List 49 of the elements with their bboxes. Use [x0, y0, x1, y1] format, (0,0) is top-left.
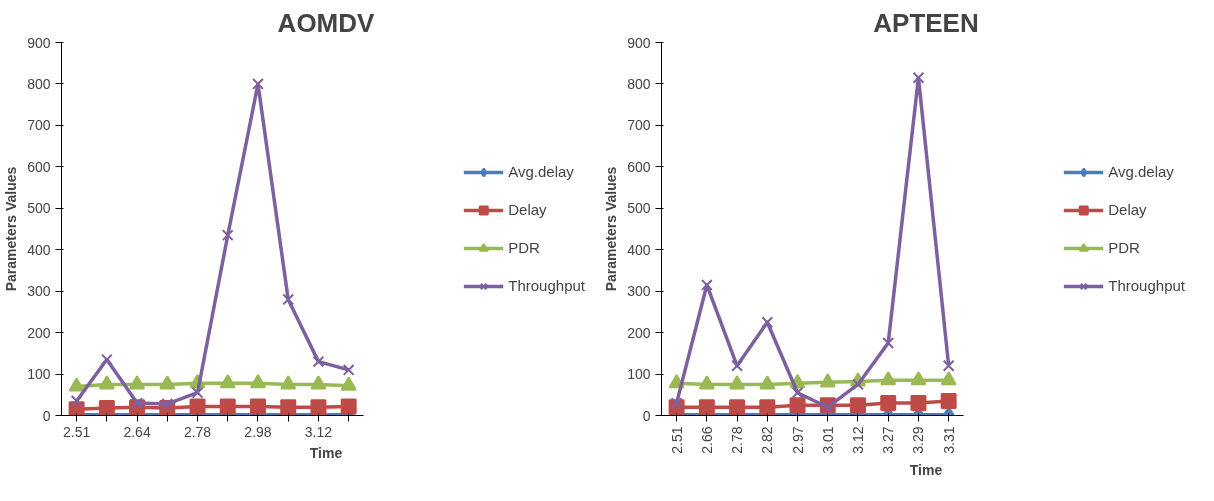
- x-tick-label: 2.51: [668, 426, 685, 454]
- x-tick-label: 3.01: [819, 426, 836, 454]
- x-tick-label: 3.27: [880, 426, 897, 454]
- legend-label: Avg.delay: [508, 163, 574, 180]
- chart-title: APTEEN: [873, 7, 979, 38]
- legend-label: Throughput: [508, 277, 585, 294]
- y-tick-label: 100: [27, 366, 51, 383]
- x-tick-label: 2.98: [244, 423, 272, 440]
- y-tick-label: 0: [42, 407, 51, 424]
- x-tick-label: 3.12: [304, 423, 333, 440]
- x-tick-label: 2.82: [759, 426, 776, 454]
- chart-title: AOMDV: [277, 7, 376, 38]
- x-tick-label: 2.78: [183, 423, 212, 440]
- x-axis-title: Time: [909, 461, 943, 478]
- y-axis-title: Parameters Values: [603, 166, 620, 292]
- x-tick-label: 3.29: [910, 426, 927, 454]
- y-tick-label: 900: [27, 34, 51, 51]
- y-tick-label: 500: [627, 200, 651, 217]
- y-tick-label: 800: [27, 75, 51, 92]
- legend-label: PDR: [508, 239, 540, 256]
- y-tick-label: 500: [27, 200, 51, 217]
- legend-label: Delay: [1108, 201, 1147, 218]
- y-tick-label: 300: [627, 283, 651, 300]
- y-tick-label: 400: [627, 241, 651, 258]
- y-tick-label: 300: [27, 283, 51, 300]
- y-tick-label: 700: [27, 117, 51, 134]
- legend-label: PDR: [1108, 239, 1140, 256]
- y-tick-label: 600: [627, 158, 651, 175]
- y-axis-title: Parameters Values: [3, 166, 20, 292]
- x-tick-label: 2.97: [789, 426, 806, 454]
- legend-label: Avg.delay: [1108, 163, 1174, 180]
- x-tick-label: 3.12: [849, 426, 866, 454]
- y-tick-label: 200: [627, 324, 651, 341]
- y-tick-label: 900: [627, 34, 651, 51]
- x-tick-label: 2.51: [62, 423, 91, 440]
- x-tick-label: 3.31: [940, 426, 957, 454]
- x-tick-label: 2.78: [729, 426, 746, 454]
- x-tick-label: 2.66: [698, 426, 715, 454]
- legend-label: Throughput: [1108, 277, 1185, 294]
- y-tick-label: 400: [27, 241, 51, 258]
- y-tick-label: 600: [27, 158, 51, 175]
- x-axis-title: Time: [309, 444, 343, 461]
- y-tick-label: 800: [627, 75, 651, 92]
- y-tick-label: 200: [27, 324, 51, 341]
- y-tick-label: 700: [627, 117, 651, 134]
- y-tick-label: 100: [627, 366, 651, 383]
- legend-label: Delay: [508, 201, 547, 218]
- y-tick-label: 0: [642, 407, 651, 424]
- x-tick-label: 2.64: [123, 423, 151, 440]
